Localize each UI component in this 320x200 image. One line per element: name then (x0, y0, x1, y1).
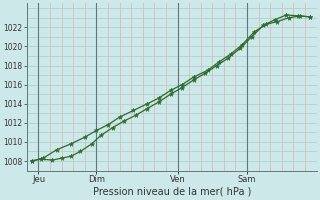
X-axis label: Pression niveau de la mer( hPa ): Pression niveau de la mer( hPa ) (92, 187, 251, 197)
